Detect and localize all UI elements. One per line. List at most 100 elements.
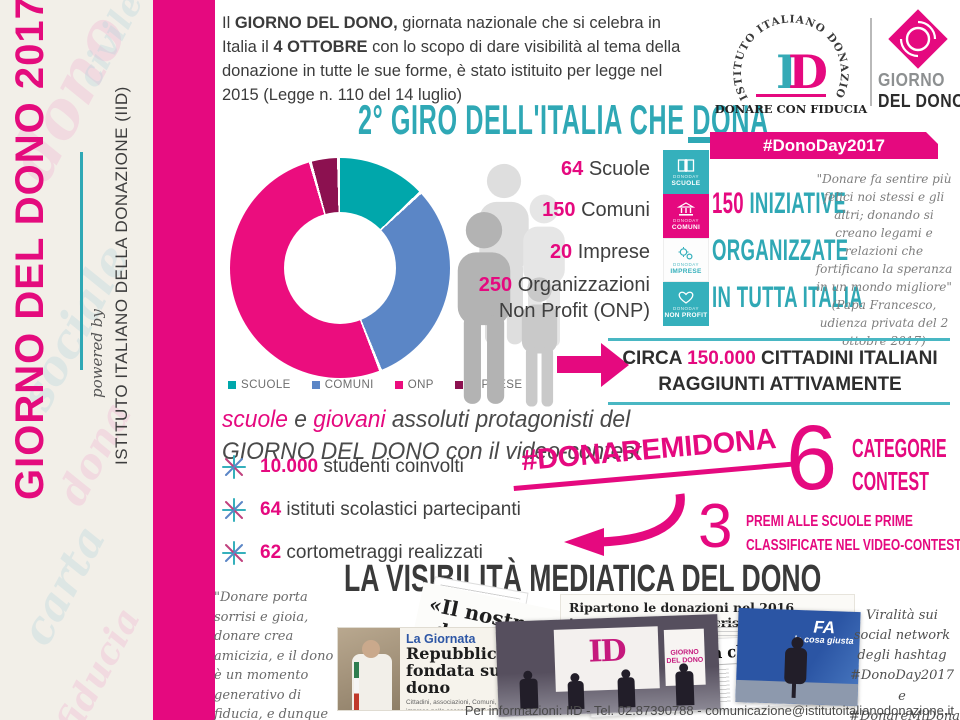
news-kicker: La Giornata: [406, 632, 476, 646]
legend-swatch: [228, 381, 236, 389]
person-silhouette: [675, 671, 695, 706]
logo-divider: [870, 18, 872, 106]
tile-label: COMUNI: [671, 223, 701, 231]
six-labels: CATEGORIE CONTEST: [852, 432, 947, 497]
bullet-label: istituti scolastici partecipanti: [281, 499, 521, 520]
stat-value: 150: [542, 199, 576, 221]
contest-lead: scuole e giovani assoluti protagonisti d…: [222, 404, 641, 467]
lead-text: e: [287, 406, 314, 433]
giorno-del-dono-logo-text: GIORNO DEL DONO: [878, 70, 960, 111]
reach-post: CITTADINI ITALIANI: [755, 348, 938, 369]
six-label1: CATEGORIE: [852, 433, 947, 463]
stat-label2: Non Profit (ONP): [498, 300, 650, 322]
initiatives-number: 150: [712, 187, 744, 220]
donoday-ribbon: #DonoDay2017: [710, 132, 939, 159]
bullet-cortometraggi: 62 cortometraggi realizzati: [222, 541, 483, 565]
asterisk-icon: [222, 455, 246, 479]
iid-logo: ISTITUTO ITALIANO DONAZIONE I D DONARE C…: [712, 6, 869, 116]
iid-letter-i: I: [776, 45, 798, 99]
heart-icon: [678, 291, 694, 304]
lead-scuole: scuole: [222, 406, 288, 433]
title-accent-dash: [688, 137, 714, 143]
six-number: 6: [786, 407, 838, 509]
bullet-number: 10.000: [260, 456, 319, 477]
bullet-studenti: 10.000 studenti coinvolti: [222, 455, 464, 479]
stat-label: Comuni: [575, 199, 650, 221]
tile-brand: DONODAY: [673, 217, 699, 223]
sidebar-title: GIORNO DEL DONO 2017: [8, 0, 52, 500]
ribbon-label: #DonoDay2017: [763, 135, 885, 155]
tile-scuole: DONODAY SCUOLE: [663, 150, 709, 194]
stat-value: 20: [549, 241, 573, 263]
social-virality-note: Viralità sui social network degli hashta…: [849, 608, 960, 720]
news-headline: Repubblica fondata sul dono: [406, 644, 507, 697]
tv-interview-photo: FA la cosa giusta: [735, 607, 861, 707]
legend-label: SCUOLE: [241, 379, 291, 391]
intro-text: Il: [222, 14, 235, 32]
giorno-del-dono-logo-icon: [888, 9, 948, 69]
stat-comuni: 150 Comuni: [420, 199, 650, 222]
tv-studio-photo: ID GIORNO DEL DONO: [495, 614, 721, 717]
stat-scuole: 64 Scuole: [420, 158, 650, 181]
reach-line2: RAGGIUNTI ATTIVAMENTE: [658, 373, 902, 395]
gdd-line2: DEL DONO: [878, 90, 960, 111]
intro-bold-giorno: GIORNO DEL DONO,: [234, 14, 398, 32]
asterisk-icon: [222, 498, 246, 522]
stat-label: Organizzazioni: [512, 274, 650, 296]
stat-value: 250: [478, 274, 513, 296]
reach-number: 150.000: [687, 348, 756, 369]
bullet-number: 62: [260, 542, 282, 563]
tv-id-logo: ID: [587, 633, 626, 670]
three-labels: PREMI ALLE SCUOLE PRIME CLASSIFICATE NEL…: [746, 510, 960, 558]
section-title-giro: 2° GIRO DELL'ITALIA CHE DONA: [357, 96, 769, 143]
tile-label: IMPRESE: [670, 267, 702, 275]
three-label2: CLASSIFICATE NEL VIDEO-CONTEST: [746, 537, 960, 554]
lead-text2: assoluti protagonisti del: [385, 406, 631, 433]
tile-brand: DONODAY: [673, 305, 699, 311]
sidebar-org-label: ISTITUTO ITALIANO DELLA DONAZIONE (IID): [112, 86, 131, 465]
lead-giovani: giovani: [313, 406, 386, 433]
lead-line2: GIORNO DEL DONO con il video-contest: [222, 437, 641, 465]
bullet-label: studenti coinvolti: [318, 456, 464, 477]
six-label2: CONTEST: [852, 465, 930, 496]
tile-brand: DONODAY: [673, 173, 699, 179]
reach-arrow-head: [601, 343, 629, 387]
stat-imprese: 20 Imprese: [420, 241, 650, 264]
pope-quote: "Donare fa sentire più felici noi stessi…: [815, 172, 953, 348]
donoday-tile-strip: DONODAY SCUOLE DONODAY COMUNI DONODAY IM…: [663, 150, 709, 326]
sidebar-magenta-bar: [153, 0, 215, 720]
reach-statement: CIRCA 150.000 CITTADINI ITALIANI RAGGIUN…: [620, 346, 940, 397]
watermark-strip: dono civile sociale dona carta fiducia: [0, 0, 153, 720]
divider-line-top: [608, 338, 950, 341]
legend-swatch: [454, 381, 463, 389]
initiatives-block: 150 INIZIATIVE ORGANIZZATE IN TUTTA ITAL…: [712, 180, 863, 321]
stat-label: Imprese: [572, 241, 650, 263]
iid-tagline: DONARE CON FIDUCIA: [715, 102, 869, 116]
sidebar-divider-line: [80, 152, 83, 370]
bank-icon: [677, 201, 695, 216]
news-photo: [338, 628, 400, 710]
footer-contact: Per informazioni: IID - Tel. 02.87390788…: [464, 703, 954, 718]
legend-swatch: [311, 381, 320, 389]
mattarella-quote: "Donare porta sorrisi e gioia, donare cr…: [214, 590, 334, 720]
legend-item: SCUOLE: [228, 379, 291, 391]
legend-label: COMUNI: [324, 379, 374, 391]
tile-label: SCUOLE: [671, 179, 701, 187]
three-number: 3: [698, 492, 733, 561]
tile-non-profit: DONODAY NON PROFIT: [663, 282, 709, 326]
asterisk-icon: [222, 541, 246, 565]
legend-item: ONP: [394, 379, 434, 391]
gdd-line1: GIORNO: [878, 70, 945, 90]
divider-line-bottom: [608, 402, 950, 405]
intro-text: giornata nazionale che si celebra in Ita…: [222, 14, 661, 56]
tile-label: NON PROFIT: [664, 311, 708, 319]
powered-by-label: powered by: [88, 309, 106, 398]
legend-item: COMUNI: [311, 379, 374, 391]
tile-brand: DONODAY: [673, 261, 699, 267]
tile-comuni: DONODAY COMUNI: [663, 194, 709, 238]
news-text: La Giornata Repubblica fondata sul dono …: [400, 628, 552, 710]
intro-paragraph: Il GIORNO DEL DONO, giornata nazionale c…: [222, 12, 700, 108]
stat-onp: 250 Organizzazioni Non Profit (ONP): [420, 272, 650, 324]
stat-value: 64: [561, 158, 584, 180]
intro-text: con lo scopo di dare visibilità al tema …: [222, 37, 681, 104]
